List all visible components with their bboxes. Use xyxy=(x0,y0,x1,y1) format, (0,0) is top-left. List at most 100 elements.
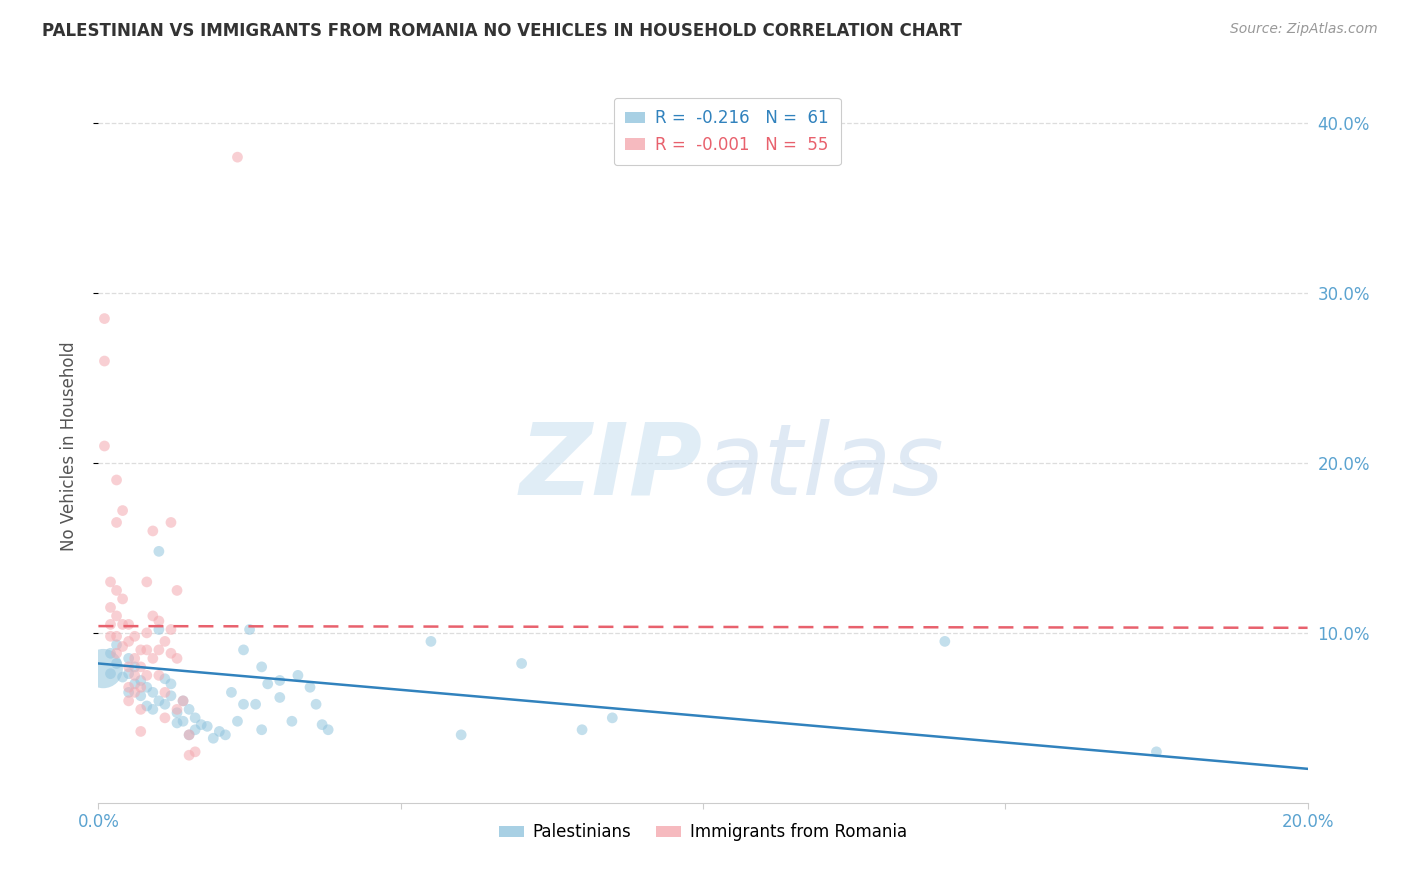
Point xyxy=(287,668,309,682)
Point xyxy=(148,544,170,558)
Point xyxy=(148,694,170,708)
Point xyxy=(135,643,157,657)
Point xyxy=(184,745,207,759)
Point xyxy=(93,311,115,326)
Point xyxy=(148,614,170,628)
Point xyxy=(111,591,134,606)
Point xyxy=(160,623,183,637)
Point xyxy=(135,668,157,682)
Point xyxy=(129,643,152,657)
Point xyxy=(100,629,122,643)
Point xyxy=(129,660,152,674)
Point xyxy=(129,680,152,694)
Point xyxy=(221,685,243,699)
Point xyxy=(245,698,267,712)
Point xyxy=(190,717,212,731)
Y-axis label: No Vehicles in Household: No Vehicles in Household xyxy=(59,341,77,551)
Point xyxy=(100,666,122,681)
Point xyxy=(602,711,624,725)
Point xyxy=(105,583,128,598)
Point xyxy=(129,673,152,688)
Point xyxy=(118,694,141,708)
Point xyxy=(153,634,176,648)
Point xyxy=(450,728,472,742)
Point xyxy=(124,660,146,674)
Point xyxy=(179,728,201,742)
Point xyxy=(269,673,291,688)
Point xyxy=(232,643,254,657)
Point xyxy=(142,685,165,699)
Point xyxy=(420,634,443,648)
Point xyxy=(311,717,333,731)
Point xyxy=(160,516,183,530)
Point xyxy=(510,657,533,671)
Point xyxy=(184,723,207,737)
Point xyxy=(305,698,328,712)
Point xyxy=(299,680,322,694)
Point xyxy=(105,657,128,671)
Point xyxy=(124,677,146,691)
Point xyxy=(148,623,170,637)
Point xyxy=(166,583,188,598)
Point xyxy=(100,574,122,589)
Point xyxy=(118,685,141,699)
Text: PALESTINIAN VS IMMIGRANTS FROM ROMANIA NO VEHICLES IN HOUSEHOLD CORRELATION CHAR: PALESTINIAN VS IMMIGRANTS FROM ROMANIA N… xyxy=(42,22,962,40)
Point xyxy=(179,728,201,742)
Point xyxy=(166,702,188,716)
Point xyxy=(105,516,128,530)
Point xyxy=(316,723,339,737)
Point xyxy=(124,651,146,665)
Point xyxy=(135,698,157,713)
Point xyxy=(281,714,304,729)
Point xyxy=(142,702,165,716)
Point xyxy=(118,660,141,674)
Point xyxy=(172,694,194,708)
Text: Source: ZipAtlas.com: Source: ZipAtlas.com xyxy=(1230,22,1378,37)
Point xyxy=(160,646,183,660)
Point xyxy=(250,723,273,737)
Point xyxy=(153,711,176,725)
Point xyxy=(226,714,249,729)
Point xyxy=(208,724,231,739)
Point xyxy=(166,706,188,720)
Point xyxy=(111,503,134,517)
Point xyxy=(153,685,176,699)
Point xyxy=(571,723,593,737)
Point xyxy=(105,608,128,623)
Point xyxy=(172,714,194,729)
Point xyxy=(111,617,134,632)
Point xyxy=(142,524,165,538)
Point xyxy=(118,634,141,648)
Point xyxy=(93,439,115,453)
Point xyxy=(214,728,236,742)
Point xyxy=(118,666,141,681)
Point xyxy=(142,651,165,665)
Point xyxy=(153,672,176,686)
Point xyxy=(135,626,157,640)
Point xyxy=(179,702,201,716)
Point xyxy=(129,702,152,716)
Text: atlas: atlas xyxy=(703,419,945,516)
Point xyxy=(202,731,225,746)
Point xyxy=(239,623,262,637)
Point xyxy=(166,715,188,730)
Point xyxy=(1144,745,1167,759)
Point xyxy=(934,634,956,648)
Point xyxy=(250,660,273,674)
Point xyxy=(148,668,170,682)
Point xyxy=(105,638,128,652)
Text: ZIP: ZIP xyxy=(520,419,703,516)
Point xyxy=(160,689,183,703)
Point xyxy=(118,680,141,694)
Point xyxy=(118,651,141,665)
Point xyxy=(153,698,176,712)
Point xyxy=(100,617,122,632)
Point xyxy=(118,617,141,632)
Point xyxy=(142,608,165,623)
Legend: Palestinians, Immigrants from Romania: Palestinians, Immigrants from Romania xyxy=(492,817,914,848)
Point xyxy=(100,646,122,660)
Point xyxy=(105,646,128,660)
Point xyxy=(124,629,146,643)
Point xyxy=(129,689,152,703)
Point xyxy=(195,719,218,733)
